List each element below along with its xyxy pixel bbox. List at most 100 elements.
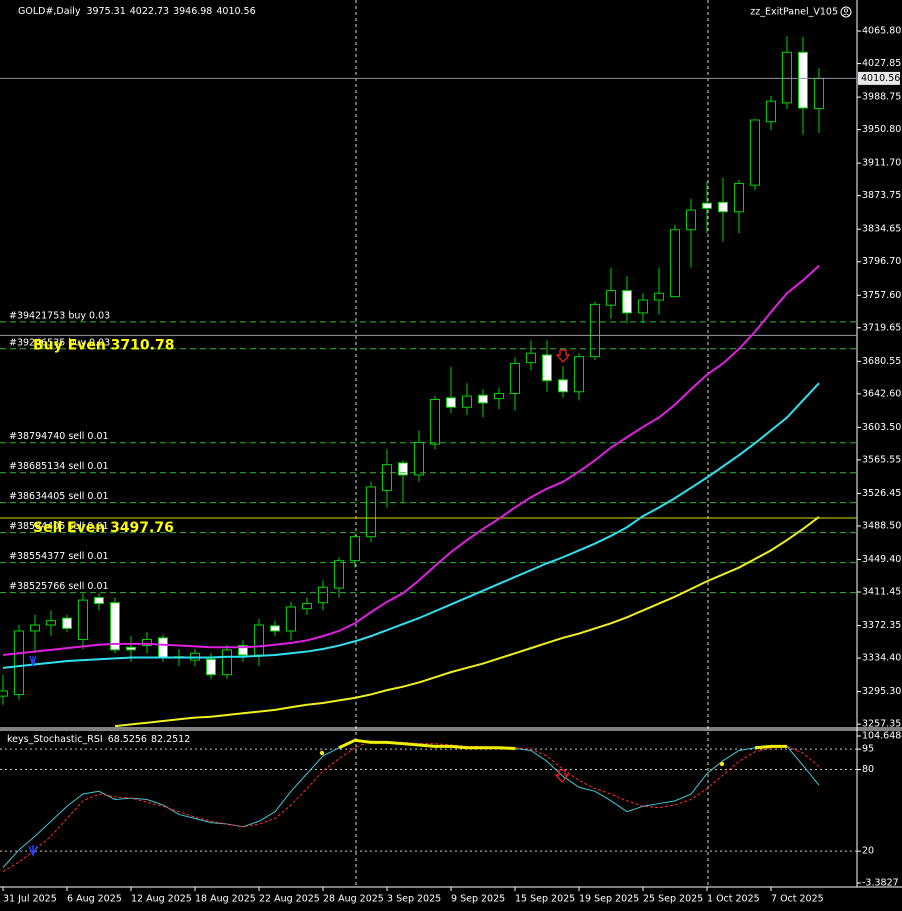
candle-body bbox=[814, 77, 824, 110]
signal-arrows bbox=[28, 349, 725, 857]
x-tick-label: 15 Sep 2025 bbox=[515, 894, 575, 905]
candle-body bbox=[142, 639, 152, 647]
candle-body bbox=[798, 51, 808, 109]
y-tick-label: 3295.30 bbox=[862, 686, 901, 697]
candle-body bbox=[702, 202, 712, 209]
x-tick-label: 18 Aug 2025 bbox=[195, 894, 256, 905]
k-value: 68.5256 bbox=[108, 734, 147, 745]
candle-body bbox=[414, 441, 424, 476]
y-tick-label: 3526.45 bbox=[862, 488, 901, 499]
candle-body bbox=[462, 395, 472, 408]
candle-body bbox=[734, 182, 744, 213]
candle-body bbox=[46, 620, 56, 626]
series-line bbox=[114, 516, 820, 727]
x-tick-label: 22 Aug 2025 bbox=[259, 894, 320, 905]
order-label: #38525766 sell 0.01 bbox=[9, 581, 109, 592]
y-tick-label: 3680.55 bbox=[862, 356, 901, 367]
y-tick-label: 3488.50 bbox=[862, 520, 901, 531]
y-tick-label: 4027.85 bbox=[862, 58, 901, 69]
overbought-highlight bbox=[338, 738, 516, 750]
candle-body bbox=[590, 303, 600, 358]
candle-body bbox=[574, 356, 584, 393]
chart-header: GOLD#,Daily 3975.31 4022.73 3946.98 4010.56 bbox=[18, 6, 256, 17]
candle-body bbox=[14, 630, 24, 695]
x-tick-label: 12 Aug 2025 bbox=[131, 894, 192, 905]
axes: 4065.80 4027.85 3988.75 3950.80 3911.70 3873.… bbox=[2, 26, 902, 905]
y-tick-label: 3642.60 bbox=[862, 388, 901, 399]
candle-body bbox=[382, 464, 392, 491]
panel-icon[interactable] bbox=[840, 6, 852, 18]
candle-body bbox=[94, 597, 104, 605]
order-label: #39421753 buy 0.03 bbox=[9, 310, 110, 321]
y-tick-label: 3796.70 bbox=[862, 256, 901, 267]
x-tick-label: 3 Sep 2025 bbox=[387, 894, 441, 905]
candle-body bbox=[270, 625, 280, 632]
y-tick-label: 3834.65 bbox=[862, 224, 901, 235]
x-tick-label: 19 Sep 2025 bbox=[579, 894, 639, 905]
candle-body bbox=[430, 399, 440, 445]
order-label: #38794740 sell 0.01 bbox=[9, 431, 109, 442]
candle-body bbox=[110, 602, 120, 651]
candle-body bbox=[398, 462, 408, 476]
y-tick-label: 3873.75 bbox=[862, 190, 901, 201]
candle-body bbox=[78, 599, 88, 641]
x-tick-label: 9 Sep 2025 bbox=[451, 894, 505, 905]
candle-body bbox=[622, 290, 632, 314]
y-tick-label: 3719.65 bbox=[862, 322, 901, 333]
y-tick-label: 104.6484 bbox=[862, 731, 902, 742]
break-even-label: Buy Even 3710.78 bbox=[33, 337, 174, 353]
candle-body bbox=[0, 690, 8, 697]
candle-body bbox=[446, 397, 456, 408]
y-tick-label: 3565.55 bbox=[862, 454, 901, 465]
high-value: 4022.73 bbox=[130, 6, 169, 17]
y-tick-label: 4065.80 bbox=[862, 26, 901, 37]
candle-body bbox=[126, 646, 136, 651]
y-tick-label: 3988.75 bbox=[862, 92, 901, 103]
candle-body bbox=[494, 393, 504, 400]
symbol: GOLD#,Daily bbox=[18, 6, 81, 17]
candle-body bbox=[670, 229, 680, 298]
order-label: #38554377 sell 0.01 bbox=[9, 551, 109, 562]
candle-body bbox=[478, 394, 488, 404]
order-label: #39246535 buy 0.03 bbox=[9, 337, 110, 348]
x-tick-label: 31 Jul 2025 bbox=[3, 894, 57, 905]
y-tick-label: 20 bbox=[862, 846, 874, 857]
current-price-box bbox=[858, 71, 900, 85]
series-line bbox=[2, 382, 820, 669]
candle-body bbox=[606, 290, 616, 306]
candle-body bbox=[302, 603, 312, 610]
candle-body bbox=[782, 51, 792, 104]
x-tick-label: 6 Aug 2025 bbox=[67, 894, 122, 905]
x-tick-label: 28 Aug 2025 bbox=[323, 894, 384, 905]
y-tick-label: 95 bbox=[862, 744, 874, 755]
candle-body bbox=[350, 536, 360, 562]
candle-body bbox=[718, 201, 728, 213]
y-tick-label: 3334.40 bbox=[862, 653, 901, 664]
candle-body bbox=[526, 352, 536, 364]
candle-body bbox=[30, 624, 40, 632]
x-tick-label: 1 Oct 2025 bbox=[707, 894, 760, 905]
y-tick-label: 3257.35 bbox=[862, 719, 901, 730]
candle-body bbox=[334, 560, 344, 589]
x-tick-label: 25 Sep 2025 bbox=[643, 894, 703, 905]
y-tick-label: 3757.60 bbox=[862, 290, 901, 301]
y-tick-label: 80 bbox=[862, 764, 874, 775]
y-tick-label: 3411.45 bbox=[862, 587, 901, 598]
candle-body bbox=[238, 645, 248, 656]
overbought-highlight bbox=[754, 744, 787, 750]
order-label: #38584405 sell 0.01 bbox=[9, 521, 109, 532]
low-value: 3946.98 bbox=[173, 6, 212, 17]
y-tick-label: 3911.70 bbox=[862, 158, 901, 169]
candle-body bbox=[542, 354, 552, 382]
y-tick-label: -3.3827 bbox=[862, 878, 899, 889]
candle-body bbox=[158, 637, 168, 659]
current-price-label: 4010.56 bbox=[861, 73, 900, 84]
order-label: #38634405 sell 0.01 bbox=[9, 491, 109, 502]
candle-body bbox=[654, 292, 664, 301]
indicator-header: keys_Stochastic_RSI 68.5256 82.2512 bbox=[7, 734, 190, 745]
y-tick-label: 3372.35 bbox=[862, 620, 901, 631]
y-tick-label: 3603.50 bbox=[862, 422, 901, 433]
candle-body bbox=[638, 299, 648, 314]
panel-name: zz_ExitPanel_V105 bbox=[750, 7, 838, 18]
